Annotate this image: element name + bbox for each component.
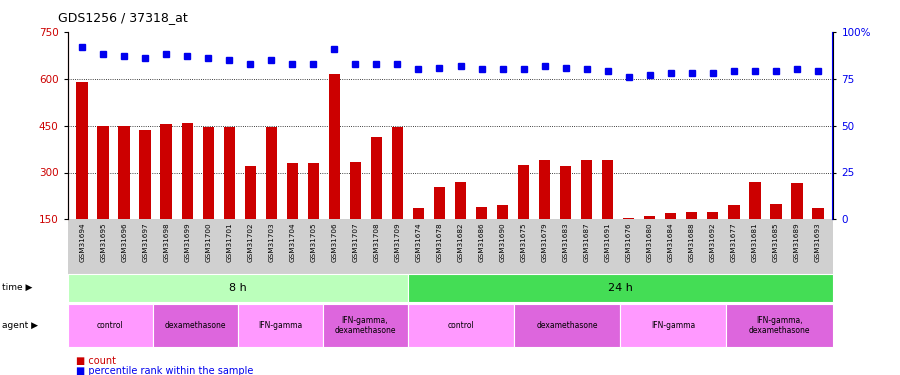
Bar: [749, 182, 760, 219]
Text: ■ count: ■ count: [76, 356, 116, 366]
Bar: [812, 209, 824, 219]
Text: GDS1256 / 37318_at: GDS1256 / 37318_at: [58, 11, 188, 24]
Bar: [644, 216, 655, 219]
Text: control: control: [447, 321, 474, 330]
Text: dexamethasone: dexamethasone: [164, 321, 226, 330]
Bar: [706, 211, 718, 219]
Text: IFN-gamma,
dexamethasone: IFN-gamma, dexamethasone: [334, 316, 396, 335]
Text: IFN-gamma: IFN-gamma: [651, 321, 695, 330]
Bar: [665, 213, 677, 219]
Bar: [349, 162, 361, 219]
Bar: [245, 166, 256, 219]
Bar: [518, 165, 529, 219]
Bar: [686, 211, 698, 219]
Bar: [182, 123, 194, 219]
Bar: [497, 206, 508, 219]
Bar: [602, 160, 614, 219]
Bar: [623, 218, 634, 219]
Text: time ▶: time ▶: [2, 284, 32, 292]
Text: ■ percentile rank within the sample: ■ percentile rank within the sample: [76, 366, 254, 375]
Text: control: control: [96, 321, 123, 330]
Bar: [371, 136, 382, 219]
Bar: [160, 124, 172, 219]
Bar: [140, 130, 151, 219]
Text: IFN-gamma,
dexamethasone: IFN-gamma, dexamethasone: [749, 316, 810, 335]
Bar: [97, 126, 109, 219]
Bar: [770, 204, 781, 219]
Text: 24 h: 24 h: [608, 283, 633, 293]
Bar: [76, 82, 88, 219]
Text: dexamethasone: dexamethasone: [536, 321, 598, 330]
Bar: [454, 182, 466, 219]
Bar: [728, 206, 740, 219]
Bar: [580, 160, 592, 219]
Bar: [560, 166, 572, 219]
Bar: [476, 207, 487, 219]
Bar: [223, 127, 235, 219]
Bar: [266, 127, 277, 219]
Bar: [392, 127, 403, 219]
Bar: [119, 126, 130, 219]
Bar: [413, 209, 424, 219]
Bar: [286, 163, 298, 219]
Text: IFN-gamma: IFN-gamma: [258, 321, 302, 330]
Bar: [791, 183, 803, 219]
Bar: [539, 160, 551, 219]
Bar: [328, 74, 340, 219]
Bar: [202, 127, 214, 219]
Bar: [434, 187, 446, 219]
Text: 8 h: 8 h: [229, 283, 247, 293]
Text: agent ▶: agent ▶: [2, 321, 38, 330]
Bar: [308, 163, 320, 219]
